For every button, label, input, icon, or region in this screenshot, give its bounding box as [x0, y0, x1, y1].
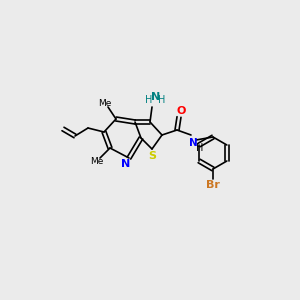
- Text: H: H: [145, 95, 153, 105]
- Text: N: N: [152, 92, 160, 102]
- Text: S: S: [148, 151, 156, 161]
- Text: Me: Me: [98, 98, 112, 107]
- Text: Me: Me: [90, 158, 104, 166]
- Text: N: N: [189, 138, 197, 148]
- Text: O: O: [176, 106, 186, 116]
- Text: Br: Br: [206, 180, 220, 190]
- Text: N: N: [122, 159, 130, 169]
- Text: H: H: [158, 95, 166, 105]
- Text: H: H: [196, 143, 204, 153]
